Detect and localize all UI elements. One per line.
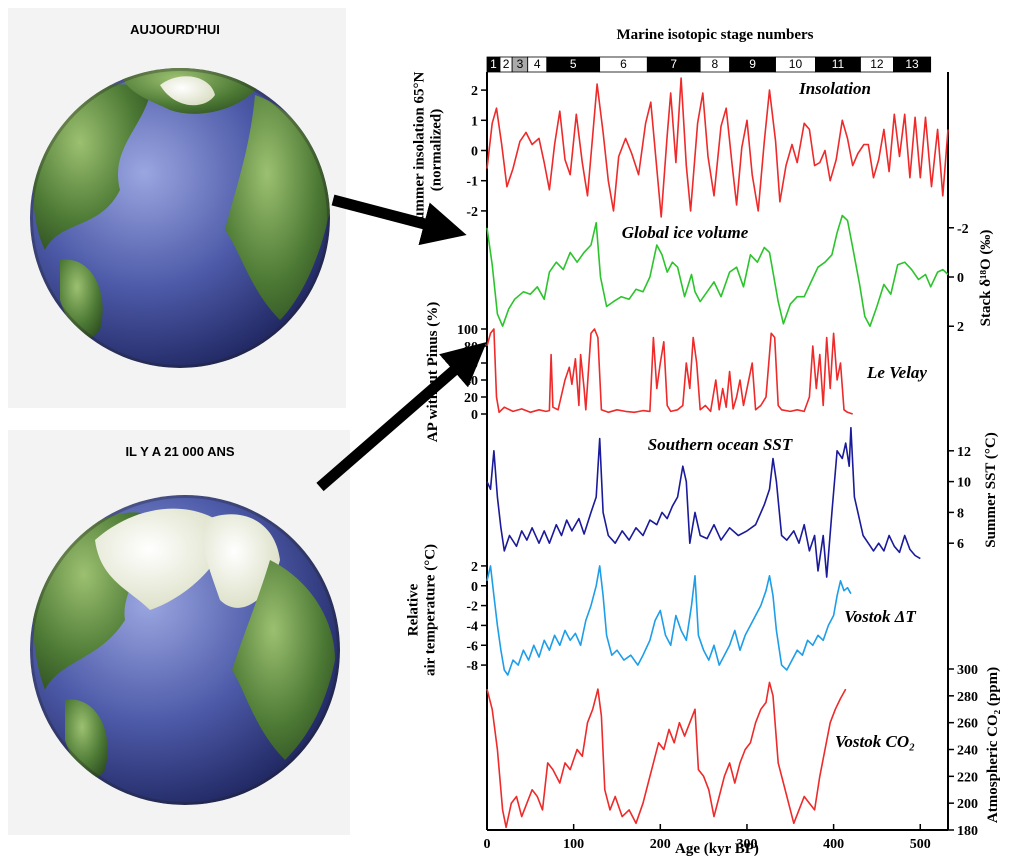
- series-line: [486, 565, 852, 676]
- series-label: Insolation: [798, 79, 871, 98]
- x-tick-label: 400: [823, 837, 844, 852]
- y-tick-label: 0: [957, 271, 964, 286]
- stage-label: 12: [870, 57, 884, 71]
- x-tick-label: 500: [910, 837, 931, 852]
- arrow: [316, 341, 487, 492]
- stage-label: 9: [749, 57, 756, 71]
- y-axis-label: Atmospheric CO₂ (ppm): [985, 667, 1001, 823]
- y-axis-label: Summer SST (°C): [983, 432, 999, 547]
- y-tick-label: -4: [466, 619, 478, 634]
- x-axis-label: Age (kyr BP): [675, 841, 759, 857]
- y-tick-label: -6: [466, 639, 478, 654]
- y-tick-label: 6: [957, 537, 964, 552]
- y-tick-label: -2: [466, 205, 478, 220]
- chart-title: Marine isotopic stage numbers: [616, 27, 813, 43]
- series-line: [486, 426, 921, 578]
- stage-label: 13: [905, 57, 919, 71]
- arrow: [331, 194, 467, 246]
- y-axis-label: Summer insolation 65°N: [412, 72, 428, 229]
- y-tick-label: -1: [466, 175, 478, 190]
- image-caption: AUJOURD'HUI: [130, 22, 220, 37]
- x-tick-label: 0: [484, 837, 491, 852]
- y-tick-label: 2: [471, 560, 478, 575]
- y-tick-label: 2: [957, 320, 964, 335]
- y-tick-label: 280: [957, 690, 978, 705]
- x-tick-label: 300: [736, 837, 757, 852]
- series-line: [486, 681, 847, 829]
- stage-block: [893, 56, 932, 73]
- y-tick-label: 1: [471, 114, 478, 129]
- y-tick-label: 180: [957, 824, 978, 839]
- y-tick-label: 10: [957, 476, 971, 491]
- y-tick-label: -8: [466, 659, 478, 674]
- globe-today: [30, 68, 330, 368]
- y-tick-label: 220: [957, 770, 978, 785]
- y-tick-label: 0: [471, 580, 478, 595]
- y-tick-label: 0: [471, 408, 478, 423]
- y-axis-label: Stack δ¹⁸O (‰): [978, 230, 994, 327]
- series-label: Vostok ΔT: [844, 607, 916, 626]
- y-tick-label: 200: [957, 797, 978, 812]
- stage-label: 8: [712, 57, 719, 71]
- image-caption: IL Y A 21 000 ANS: [125, 444, 234, 459]
- stage-label: 3: [517, 57, 524, 71]
- y-axis-label: air temperature (°C): [423, 544, 439, 676]
- series-line: [486, 328, 853, 415]
- y-tick-label: 80: [464, 340, 478, 355]
- y-tick-label: 100: [457, 323, 478, 338]
- y-tick-label: 240: [957, 744, 978, 759]
- stage-label: 11: [832, 57, 845, 71]
- y-axis-label: AP without Pinus (%): [425, 302, 441, 442]
- y-tick-label: 8: [957, 506, 964, 521]
- stage-label: 10: [789, 57, 803, 71]
- y-tick-label: 20: [464, 391, 478, 406]
- stage-label: 5: [570, 57, 577, 71]
- series-line: [486, 77, 949, 218]
- y-axis-label: Relative: [406, 583, 422, 636]
- stage-label: 6: [620, 57, 627, 71]
- series-label: Le Velay: [866, 363, 927, 382]
- series-label: Southern ocean SST: [648, 435, 793, 454]
- globe-lgm: [30, 495, 340, 805]
- x-tick-label: 100: [563, 837, 584, 852]
- stage-label: 1: [490, 57, 497, 71]
- y-tick-label: 60: [464, 357, 478, 372]
- series-label: Global ice volume: [622, 223, 749, 242]
- series-line: [486, 214, 949, 327]
- y-tick-label: 0: [471, 145, 478, 160]
- y-tick-label: 2: [471, 84, 478, 99]
- y-tick-label: 40: [464, 374, 478, 389]
- y-tick-label: 12: [957, 445, 971, 460]
- stage-label: 2: [503, 57, 510, 71]
- series-label: Vostok CO₂: [835, 732, 915, 751]
- stage-label: 7: [670, 57, 677, 71]
- y-axis-label: (normalized): [429, 109, 445, 191]
- stage-label: 4: [534, 57, 541, 71]
- x-tick-label: 200: [650, 837, 671, 852]
- y-tick-label: 300: [957, 663, 978, 678]
- y-tick-label: -2: [957, 222, 969, 237]
- plot: 1 2 3 4 5 6 7 8 9 10 11 12 130 100 200 300 400 500-2-1012…: [406, 56, 1001, 852]
- y-tick-label: -2: [466, 600, 478, 615]
- y-tick-label: 260: [957, 717, 978, 732]
